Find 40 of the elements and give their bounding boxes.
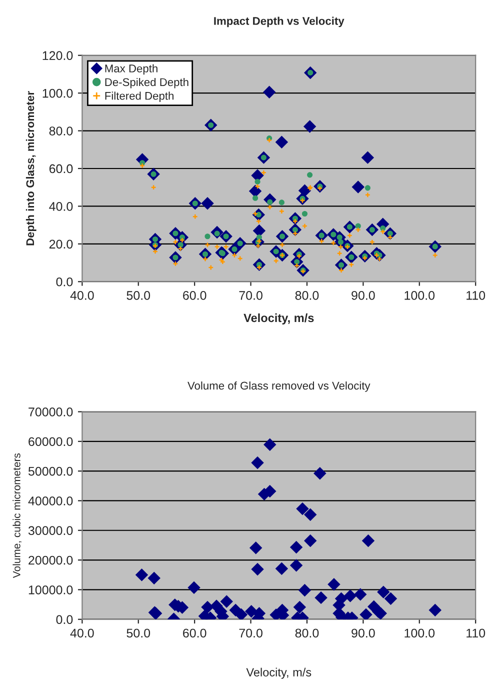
x-tick-label: 50.0	[126, 291, 150, 300]
x-tick-label: 110	[466, 628, 486, 638]
x-tick-label: 50.0	[126, 628, 150, 638]
y-tick-label: 40000.0	[28, 496, 73, 506]
x-tick-label: 40.0	[70, 628, 94, 638]
x-tick-label: 80.0	[295, 628, 319, 638]
y-tick-label: 70000.0	[28, 408, 73, 416]
legend-label: Filtered Depth	[105, 92, 174, 102]
x-tick-label: 90.0	[352, 291, 375, 300]
y-tick-label: 20000.0	[28, 556, 73, 565]
legend-label: Max Depth	[105, 64, 158, 75]
y-tick-label: 0.0	[56, 277, 73, 286]
y-axis-title: Depth into Glass, micrometer	[26, 91, 36, 246]
x-tick-label: 40.0	[70, 291, 94, 300]
y-tick-label: 30000.0	[28, 526, 73, 536]
y-tick-label: 0.0	[56, 615, 73, 624]
chart-title: Impact Depth vs Velocity	[214, 16, 344, 28]
x-tick-label: 70.0	[239, 628, 262, 638]
y-tick-label: 100.0	[42, 88, 73, 98]
x-tick-label: 80.0	[295, 291, 319, 300]
y-tick-label: 80.0	[49, 126, 73, 136]
y-axis-title: Volume, cubic micrometers	[12, 453, 22, 578]
chart-title: Volume of Glass removed vs Velocity	[188, 381, 370, 392]
x-tick-label: 60.0	[183, 291, 206, 300]
y-tick-label: 20.0	[49, 240, 73, 249]
x-axis-title: Velocity, m/s	[244, 313, 314, 324]
y-tick-label: 60000.0	[28, 437, 73, 446]
x-tick-label: 110	[466, 291, 486, 300]
y-tick-label: 120.0	[42, 51, 73, 60]
y-tick-label: 10000.0	[28, 585, 73, 594]
x-tick-label: 100.0	[404, 628, 435, 638]
x-axis-title: Velocity, m/s	[246, 668, 312, 679]
legend-label: De-Spiked Depth	[105, 78, 188, 88]
y-tick-label: 60.0	[49, 164, 73, 174]
x-tick-label: 90.0	[352, 628, 375, 638]
x-tick-label: 100.0	[404, 291, 435, 300]
x-tick-label: 60.0	[183, 628, 206, 638]
x-tick-label: 70.0	[239, 291, 262, 300]
y-tick-label: 40.0	[49, 202, 73, 211]
y-tick-label: 50000.0	[28, 466, 73, 476]
